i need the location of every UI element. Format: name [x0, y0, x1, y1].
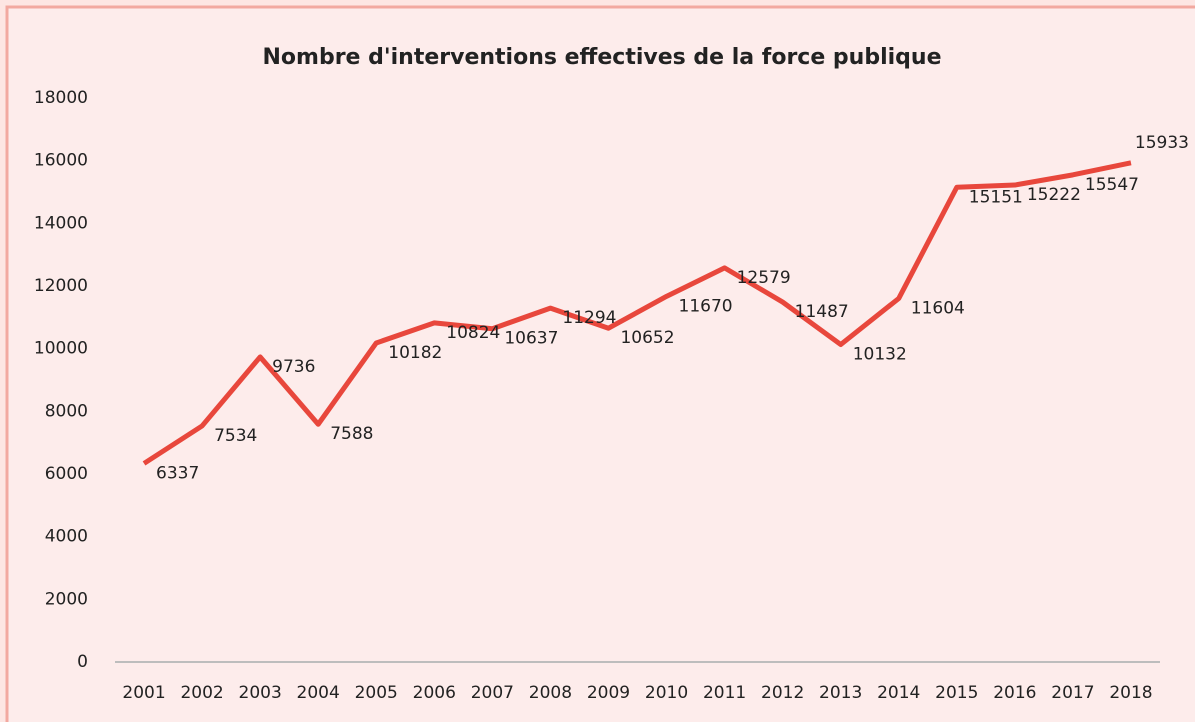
x-tick-label: 2010 [645, 683, 688, 703]
chart-title: Nombre d'interventions effectives de la … [263, 45, 942, 70]
data-label: 10652 [620, 328, 674, 348]
y-tick-label: 8000 [45, 401, 88, 421]
x-tick-label: 2011 [703, 683, 746, 703]
data-label: 11604 [911, 298, 965, 318]
x-tick-label: 2006 [413, 683, 456, 703]
y-tick-label: 10000 [34, 339, 88, 359]
data-line [142, 160, 1132, 466]
data-label: 15547 [1085, 175, 1139, 195]
y-tick-label: 12000 [34, 276, 88, 296]
x-tick-label: 2004 [297, 683, 340, 703]
data-label: 15933 [1135, 133, 1189, 153]
y-tick-label: 6000 [45, 464, 88, 484]
data-label: 7588 [330, 424, 373, 444]
x-tick-label: 2007 [471, 683, 514, 703]
y-tick-label: 4000 [45, 527, 88, 547]
x-tick-label: 2013 [819, 683, 862, 703]
x-tick-label: 2012 [761, 683, 804, 703]
x-tick-label: 2014 [877, 683, 920, 703]
data-label: 6337 [156, 463, 199, 483]
data-label: 12579 [737, 268, 791, 288]
data-label: 10637 [504, 329, 558, 349]
data-label: 11670 [679, 296, 733, 316]
chart-frame [5, 5, 1195, 722]
x-tick-label: 2008 [529, 683, 572, 703]
x-tick-label: 2005 [355, 683, 398, 703]
data-label: 10824 [446, 323, 500, 343]
data-label: 11487 [795, 302, 849, 322]
x-tick-label: 2016 [993, 683, 1036, 703]
data-label: 10182 [388, 343, 442, 363]
y-tick-label: 14000 [34, 213, 88, 233]
x-tick-label: 2015 [935, 683, 978, 703]
data-label: 10132 [853, 345, 907, 365]
y-tick-label: 0 [77, 652, 88, 672]
x-tick-label: 2009 [587, 683, 630, 703]
x-tick-label: 2018 [1109, 683, 1152, 703]
y-tick-label: 18000 [34, 88, 88, 108]
x-tick-label: 2003 [239, 683, 282, 703]
y-tick-label: 2000 [45, 589, 88, 609]
data-label: 15151 [969, 187, 1023, 207]
x-tick-label: 2017 [1051, 683, 1094, 703]
y-tick-label: 16000 [34, 151, 88, 171]
x-tick-label: 2001 [122, 683, 165, 703]
data-label: 15222 [1027, 185, 1081, 205]
data-label: 7534 [214, 426, 257, 446]
data-label: 11294 [562, 308, 616, 328]
data-label: 9736 [272, 357, 315, 377]
x-tick-label: 2002 [180, 683, 223, 703]
